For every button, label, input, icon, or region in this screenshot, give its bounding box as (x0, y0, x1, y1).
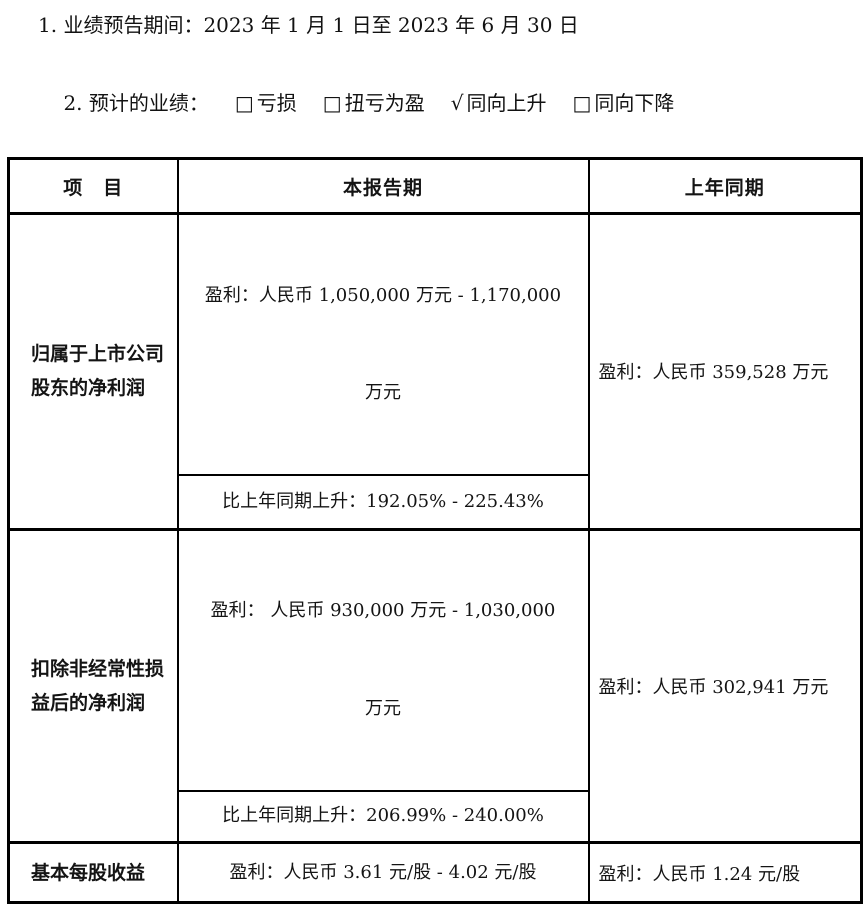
cell-item-net-profit-attributable: 归属于上市公司股东的净利润 (7, 212, 179, 531)
header-prior-period: 上年同期 (587, 157, 863, 215)
option-turnaround-to-profit: □ 扭亏为盈 (323, 91, 425, 115)
profit-range-line-1: 盈利：人民币 1,050,000 万元 - 1,170,000 (204, 284, 562, 306)
table-row-deducted-profit: 扣除非经常性损益后的净利润 盈利： 人民币 930,000 万元 - 1,030… (7, 528, 863, 845)
cell-current-deducted-profit-range: 盈利： 人民币 930,000 万元 - 1,030,000 万元 (176, 528, 590, 792)
cell-prior-net-profit: 盈利：人民币 359,528 万元 (587, 212, 863, 531)
forecast-period-line: 1. 业绩预告期间：2023 年 1 月 1 日至 2023 年 6 月 30 … (38, 13, 579, 37)
checkbox-icon: □ (322, 91, 342, 115)
option-up-label: 同向上升 (466, 91, 547, 115)
cell-current-deducted-profit-change: 比上年同期上升：206.99% - 240.00% (176, 789, 590, 845)
expected-performance-line: 2. 预计的业绩： □ 亏损 □ 扭亏为盈 √ 同向上升 □ 同向下降 (0, 61, 866, 145)
cell-current-eps-range: 盈利：人民币 3.61 元/股 - 4.02 元/股 (176, 841, 590, 904)
option-turnaround-label: 扭亏为盈 (344, 91, 425, 115)
checkbox-icon: □ (572, 91, 592, 115)
header-item: 项 目 (7, 157, 179, 215)
cell-current-net-profit-range: 盈利：人民币 1,050,000 万元 - 1,170,000 万元 (176, 212, 590, 477)
table-header-row: 项 目 本报告期 上年同期 (7, 157, 863, 215)
checkmark-icon: √ (450, 91, 464, 115)
profit-range-line-1: 盈利： 人民币 930,000 万元 - 1,030,000 (210, 600, 556, 622)
profit-range-line-2: 万元 (365, 381, 401, 403)
performance-forecast-table: 项 目 本报告期 上年同期 归属于上市公司股东的净利润 盈利：人民币 1,050… (7, 157, 863, 904)
cell-current-net-profit-change: 比上年同期上升：192.05% - 225.43% (176, 474, 590, 531)
option-down-label: 同向下降 (594, 91, 675, 115)
checkbox-icon: □ (234, 91, 254, 115)
cell-item-deducted-net-profit: 扣除非经常性损益后的净利润 (7, 528, 179, 845)
cell-prior-eps: 盈利：人民币 1.24 元/股 (587, 841, 863, 904)
option-same-direction-up: √ 同向上升 (451, 91, 547, 115)
expected-performance-label: 2. 预计的业绩： (63, 91, 209, 115)
header-current-period: 本报告期 (176, 157, 590, 215)
cell-prior-deducted-profit: 盈利：人民币 302,941 万元 (587, 528, 863, 845)
option-loss: □ 亏损 (235, 91, 297, 115)
table-row-eps: 基本每股收益 盈利：人民币 3.61 元/股 - 4.02 元/股 盈利：人民币… (7, 841, 863, 904)
option-same-direction-down: □ 同向下降 (572, 91, 674, 115)
document-page: 1. 业绩预告期间：2023 年 1 月 1 日至 2023 年 6 月 30 … (0, 13, 866, 904)
table-row-net-profit: 归属于上市公司股东的净利润 盈利：人民币 1,050,000 万元 - 1,17… (7, 212, 863, 531)
profit-range-line-2: 万元 (365, 697, 401, 719)
cell-item-basic-eps: 基本每股收益 (7, 841, 179, 904)
option-loss-label: 亏损 (256, 91, 297, 115)
